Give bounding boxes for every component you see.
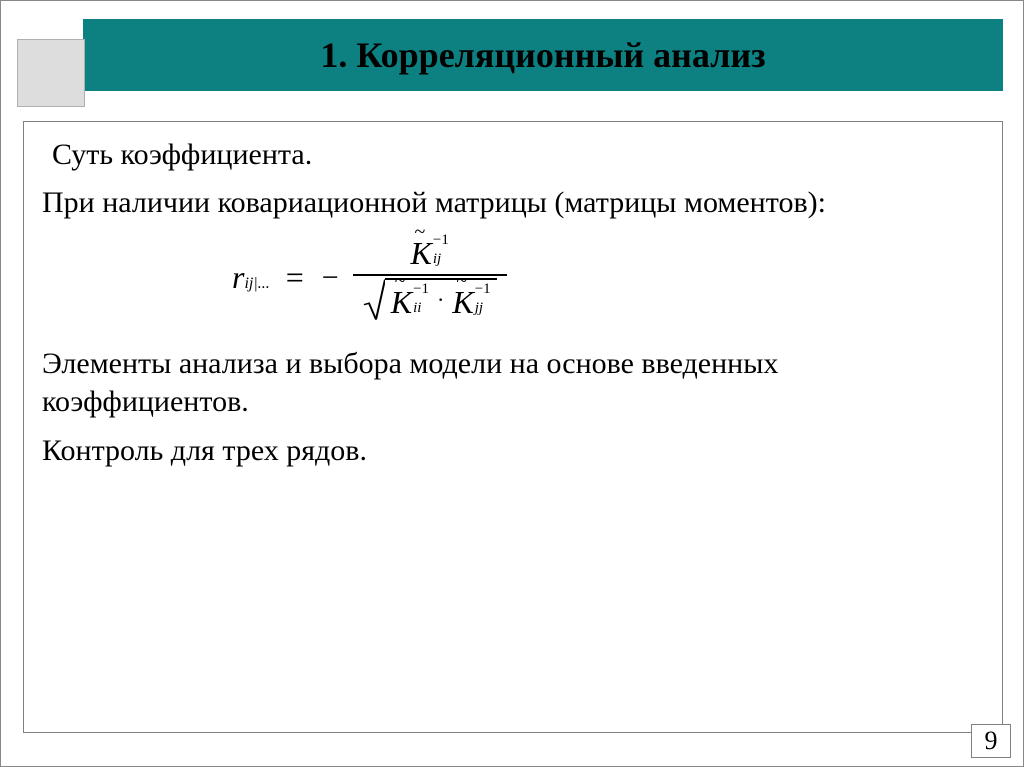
k-term-den-right: ~ K −1 jj xyxy=(452,284,490,321)
sup-den-right: −1 xyxy=(475,282,491,297)
cdot: · xyxy=(437,287,444,313)
numerator: ~ K −1 ij xyxy=(401,233,459,274)
page-number: 9 xyxy=(971,724,1011,758)
radical-icon xyxy=(363,278,385,321)
tilde-icon: ~ xyxy=(456,270,467,293)
tilde-icon: ~ xyxy=(415,221,426,244)
subscript-lhs: ij|... xyxy=(244,275,269,293)
paragraph-analysis: Элементы анализа и выбора модели на осно… xyxy=(42,345,984,422)
sqrt: ~ K −1 ii · ~ K xyxy=(363,278,497,321)
subsup-num: −1 ij xyxy=(433,235,449,265)
slide: 1. Корреляционный анализ Суть коэффициен… xyxy=(0,0,1024,767)
content-box: Суть коэффициента. При наличии ковариаци… xyxy=(23,121,1003,733)
sup-num: −1 xyxy=(433,233,449,248)
subsup-den-left: −1 ii xyxy=(413,284,429,314)
fraction: ~ K −1 ij xyxy=(353,233,507,323)
equals-sign: = xyxy=(286,259,304,296)
tilde-icon: ~ xyxy=(395,270,406,293)
sub-den-right: jj xyxy=(475,301,491,316)
k-term-den-left: ~ K −1 ii xyxy=(391,284,429,321)
k-term-num: ~ K −1 ij xyxy=(411,235,449,272)
paragraph-setup: При наличии ковариационной матрицы (матр… xyxy=(42,184,984,222)
subsup-den-right: −1 jj xyxy=(475,284,491,314)
sub-num: ij xyxy=(433,252,449,267)
symbol-r: r xyxy=(232,259,244,296)
slide-title: 1. Корреляционный анализ xyxy=(320,34,765,76)
corner-decor-box xyxy=(17,39,85,107)
paragraph-control: Контроль для трех рядов. xyxy=(42,432,984,470)
denominator: ~ K −1 ii · ~ K xyxy=(353,276,507,323)
formula-lhs: r ij|... xyxy=(232,259,270,296)
sup-den-left: −1 xyxy=(413,282,429,297)
formula-block: r ij|... = − ~ K −1 ij xyxy=(42,233,984,323)
header-bar: 1. Корреляционный анализ xyxy=(83,19,1003,91)
sub-den-left: ii xyxy=(413,301,429,316)
paragraph-intro: Суть коэффициента. xyxy=(42,136,984,174)
formula: r ij|... = − ~ K −1 ij xyxy=(232,233,507,323)
radicand: ~ K −1 ii · ~ K xyxy=(385,278,497,321)
minus-sign: − xyxy=(322,261,339,295)
